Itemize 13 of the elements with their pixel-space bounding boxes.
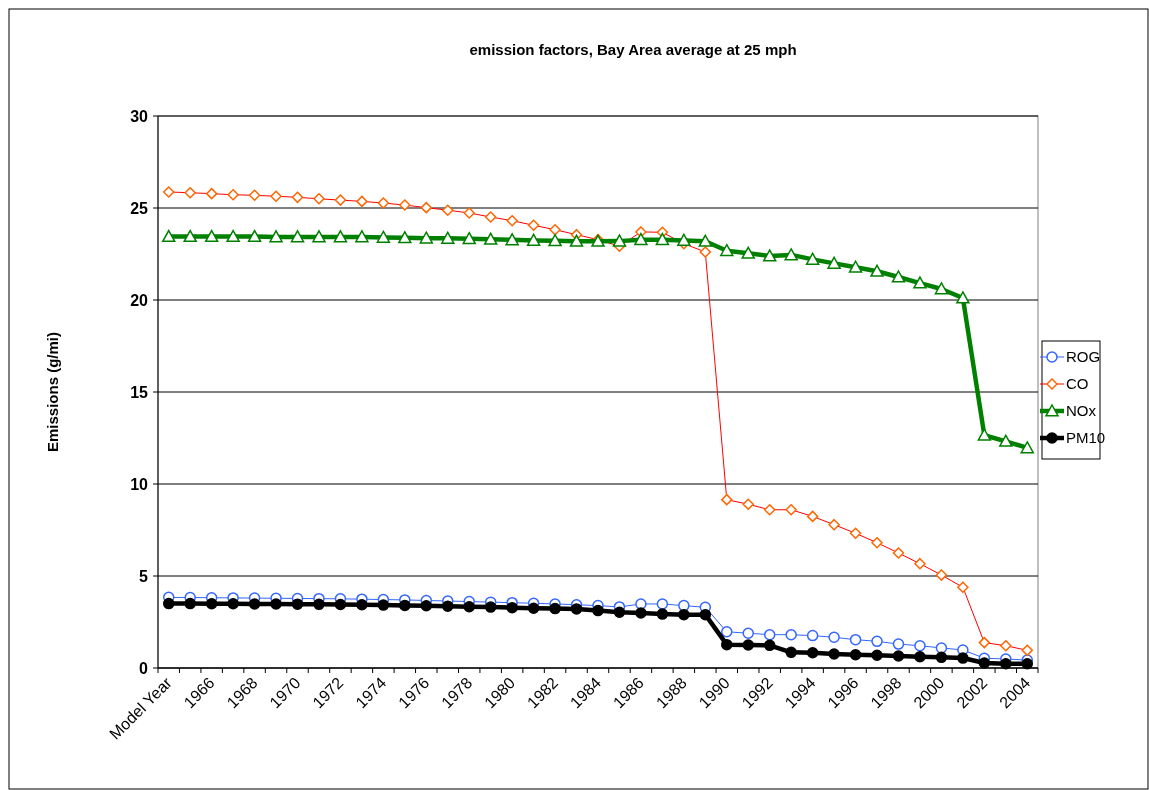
chart-title: emission factors, Bay Area average at 25 mph — [469, 41, 797, 58]
y-tick-label: 30 — [130, 107, 149, 125]
legend-label: CO — [1066, 375, 1089, 393]
y-axis-title: Emissions (g/mi) — [44, 331, 61, 453]
y-tick-label: 25 — [130, 199, 149, 217]
y-tick-label: 15 — [130, 383, 149, 401]
legend-label: NOx — [1066, 402, 1097, 420]
y-tick-label: 10 — [130, 475, 149, 493]
y-tick-label: 0 — [139, 659, 149, 677]
legend-label: PM10 — [1066, 429, 1106, 447]
y-tick-label: 20 — [130, 291, 149, 309]
legend-label: ROG — [1066, 348, 1101, 366]
y-tick-label: 5 — [139, 567, 149, 585]
